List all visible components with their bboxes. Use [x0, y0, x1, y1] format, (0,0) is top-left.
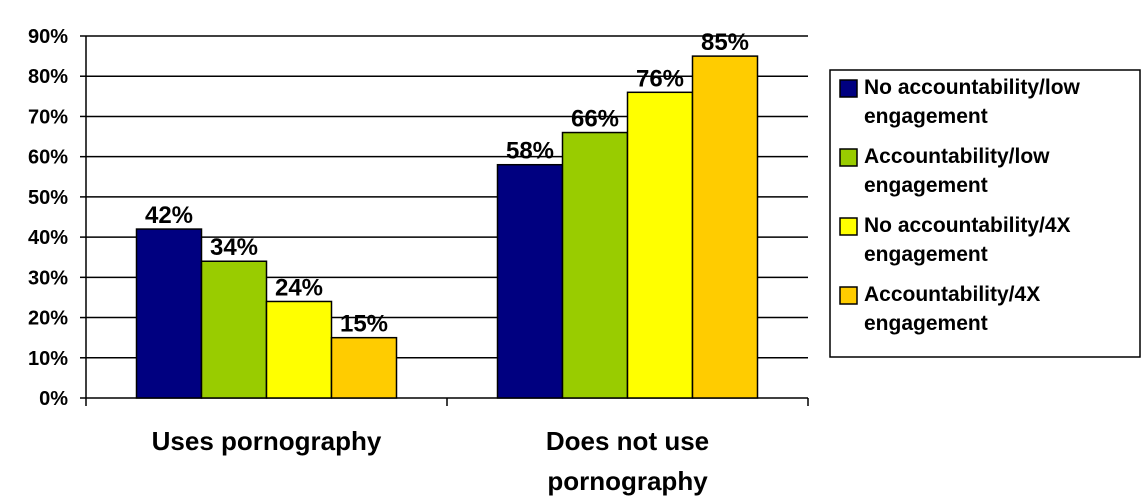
y-tick-label: 40% [28, 227, 68, 249]
y-tick-label: 0% [39, 388, 68, 410]
legend-label: No accountability/4X engagement [864, 214, 1071, 266]
bar [135, 228, 203, 399]
y-tick-label: 50% [28, 187, 68, 209]
data-label: 24% [275, 274, 323, 301]
legend-label: Accountability/4X engagement [864, 283, 1040, 335]
bar [561, 131, 629, 399]
data-label: 15% [340, 311, 388, 338]
plot-area: 0% 10% 20% 30% 40% 50% 60% 70% 80% 90% 42% 34% 24% 15… [28, 26, 809, 496]
bar [691, 55, 759, 399]
bar [330, 336, 398, 399]
bar [200, 260, 268, 399]
y-tick-label: 60% [28, 147, 68, 169]
legend-box [829, 69, 1141, 358]
legend-label: Accountability/low engagement [864, 145, 1050, 197]
y-tick-label: 10% [28, 348, 68, 370]
legend-swatch [839, 217, 858, 236]
bar [496, 163, 564, 399]
legend: No accountability/low engagement Accountab… [829, 69, 1141, 358]
category-label: Does not use pornography [546, 426, 709, 496]
bar [265, 300, 333, 399]
legend-swatch [839, 286, 858, 305]
y-tick-label: 30% [28, 267, 68, 289]
y-tick-label: 80% [28, 66, 68, 88]
data-label: 76% [636, 65, 684, 92]
y-tick-label: 90% [28, 26, 68, 48]
legend-label: No accountability/low engagement [864, 76, 1081, 128]
y-tick-label: 70% [28, 106, 68, 128]
legend-swatch [839, 148, 858, 167]
category-label: Uses pornography [152, 426, 382, 456]
data-label: 34% [210, 234, 258, 261]
data-label: 58% [506, 138, 554, 165]
y-tick-label: 20% [28, 308, 68, 330]
data-label: 42% [145, 202, 193, 229]
bar [626, 91, 694, 399]
data-label: 66% [571, 106, 619, 133]
data-label: 85% [701, 29, 749, 56]
legend-swatch [839, 79, 858, 98]
